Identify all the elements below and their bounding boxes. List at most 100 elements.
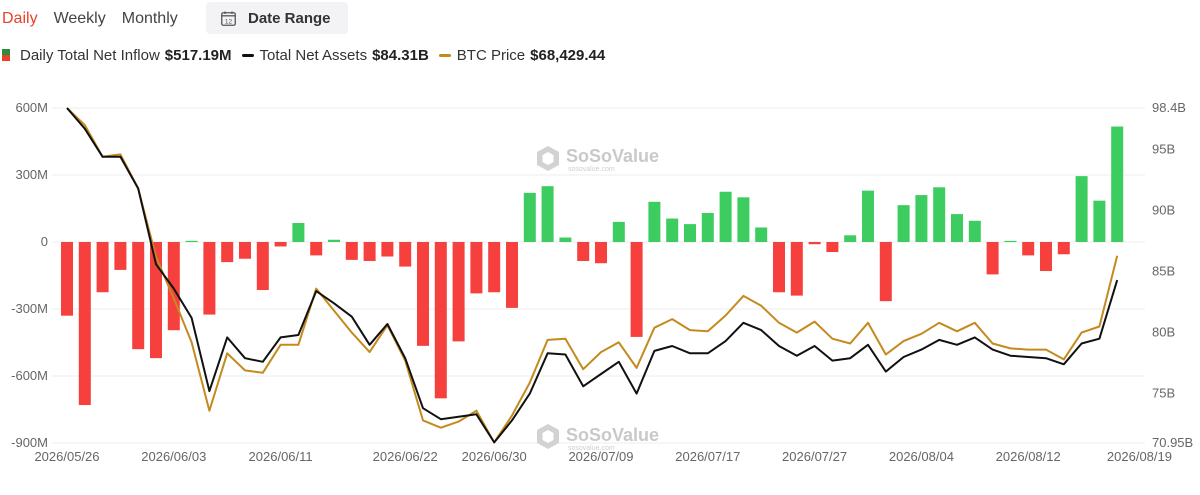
inflow-bar [239,242,251,259]
inflow-bar [452,242,465,342]
inflow-bar [1004,240,1017,243]
inflow-bar [363,242,376,261]
inflow-bar [879,242,892,302]
inflow-bar [185,240,198,243]
watermark-url-bottom: sosovalue.com [568,445,615,452]
inflow-bar [933,187,946,242]
x-axis-tick: 2026/06/11 [249,449,313,464]
watermark: SoSoValue sosovalue.com SoSoValue sosova… [537,146,659,452]
inflow-bar [150,242,162,359]
watermark-logo-icon [537,146,559,171]
btc-price-line [66,107,1119,444]
timeframe-tabs: Daily Weekly Monthly [0,4,194,34]
date-range-button[interactable]: 12 Date Range [206,2,348,34]
inflow-bar [541,186,554,242]
inflow-bar [844,235,857,242]
inflow-bar [701,212,714,242]
watermark-brand-bottom: SoSoValue [566,425,659,445]
inflow-bar [434,242,447,399]
inflow-bar [773,242,785,293]
watermark-url: sosovalue.com [568,166,615,173]
watermark-logo-icon-bottom [537,424,559,449]
inflow-bar [951,214,963,242]
x-axis-tick: 2026/06/30 [462,449,527,464]
inflow-bar [1057,242,1070,255]
legend-swatch-net-assets [241,53,254,57]
inflow-bar [345,242,358,260]
right-axis-tick: 75B [1152,386,1175,401]
x-axis-tick: 2026/07/27 [782,449,847,464]
x-axis-labels: 2026/05/26 2026/06/03 2026/06/11 2026/06/22… [34,449,1172,464]
x-axis-tick: 2026/07/17 [675,449,740,464]
inflow-bar [595,242,607,264]
net-inflow-bars [61,126,1124,406]
legend-value-net-inflow: $517.19M [164,46,232,64]
inflow-bar [612,221,625,242]
inflow-bar [1093,200,1106,242]
inflow-bar [897,205,910,242]
inflow-bar [399,242,412,267]
left-axis-tick: -300M [11,301,48,316]
inflow-bar [559,237,572,242]
inflow-bar [203,242,216,315]
legend-label-net-inflow: Daily Total Net Inflow [20,46,160,64]
right-axis-tick: 90B [1152,203,1175,218]
inflow-bar [132,242,145,350]
inflow-bar [648,201,661,242]
left-axis-tick: 600M [15,100,48,115]
total-net-assets-line [66,107,1119,444]
inflow-bar [488,242,501,293]
inflow-bar [78,242,91,406]
legend-value-net-assets: $84.31B [372,46,429,64]
inflow-bar [1075,176,1088,242]
inflow-bar [310,242,323,256]
inflow-bar [523,192,536,242]
inflow-bar [292,223,305,242]
tab-weekly[interactable]: Weekly [53,10,106,27]
inflow-bar [1022,242,1035,256]
left-axis-tick: 300M [15,167,48,182]
inflow-bar [826,242,839,253]
legend-swatch-negative [2,55,10,61]
inflow-bar [719,191,732,242]
legend-swatch-net-inflow [2,49,10,61]
legend-item-net-inflow[interactable]: Daily Total Net Inflow $517.19M [0,47,232,64]
inflow-bar [684,224,696,242]
inflow-bar [470,242,483,294]
inflow-bar [790,242,803,296]
inflow-bar [256,242,269,291]
inflow-bar [417,242,429,346]
x-axis-tick: 2026/08/19 [1107,449,1172,464]
inflow-bar [114,242,127,270]
calendar-icon: 12 [221,11,236,26]
right-axis-tick: 95B [1152,141,1175,156]
inflow-bar [737,197,750,242]
inflow-bar [808,242,821,245]
inflow-bar [274,242,287,247]
x-axis-tick: 2026/08/12 [996,449,1061,464]
legend-item-btc-price[interactable]: BTC Price $68,429.44 [438,46,605,64]
x-axis-tick: 2026/08/04 [889,449,954,464]
left-axis-labels: 600M 300M 0 -300M -600M -900M [11,100,48,450]
inflow-bar [666,218,679,242]
x-axis-tick: 2026/06/22 [373,449,438,464]
inflow-bar [630,242,643,337]
tab-monthly[interactable]: Monthly [121,10,178,27]
inflow-bar [577,242,590,261]
legend-label-net-assets: Total Net Assets [259,46,368,64]
right-axis-labels: 98.4B 95B 90B 85B 80B 75B 70.95B [1152,100,1193,450]
inflow-bar [862,190,874,242]
inflow-bar [506,242,518,308]
inflow-bar [96,242,109,293]
legend-label-btc-price: BTC Price [456,46,526,64]
left-axis-tick: -900M [11,435,48,450]
inflow-bar [968,220,981,242]
x-axis-tick: 2026/07/09 [568,449,633,464]
legend-item-net-assets[interactable]: Total Net Assets $84.31B [241,46,429,64]
tab-daily[interactable]: Daily [2,10,38,27]
right-axis-tick: 85B [1152,264,1175,279]
watermark-brand: SoSoValue [566,146,659,166]
left-axis-tick: 0 [41,234,48,249]
right-axis-tick: 70.95B [1152,435,1193,450]
